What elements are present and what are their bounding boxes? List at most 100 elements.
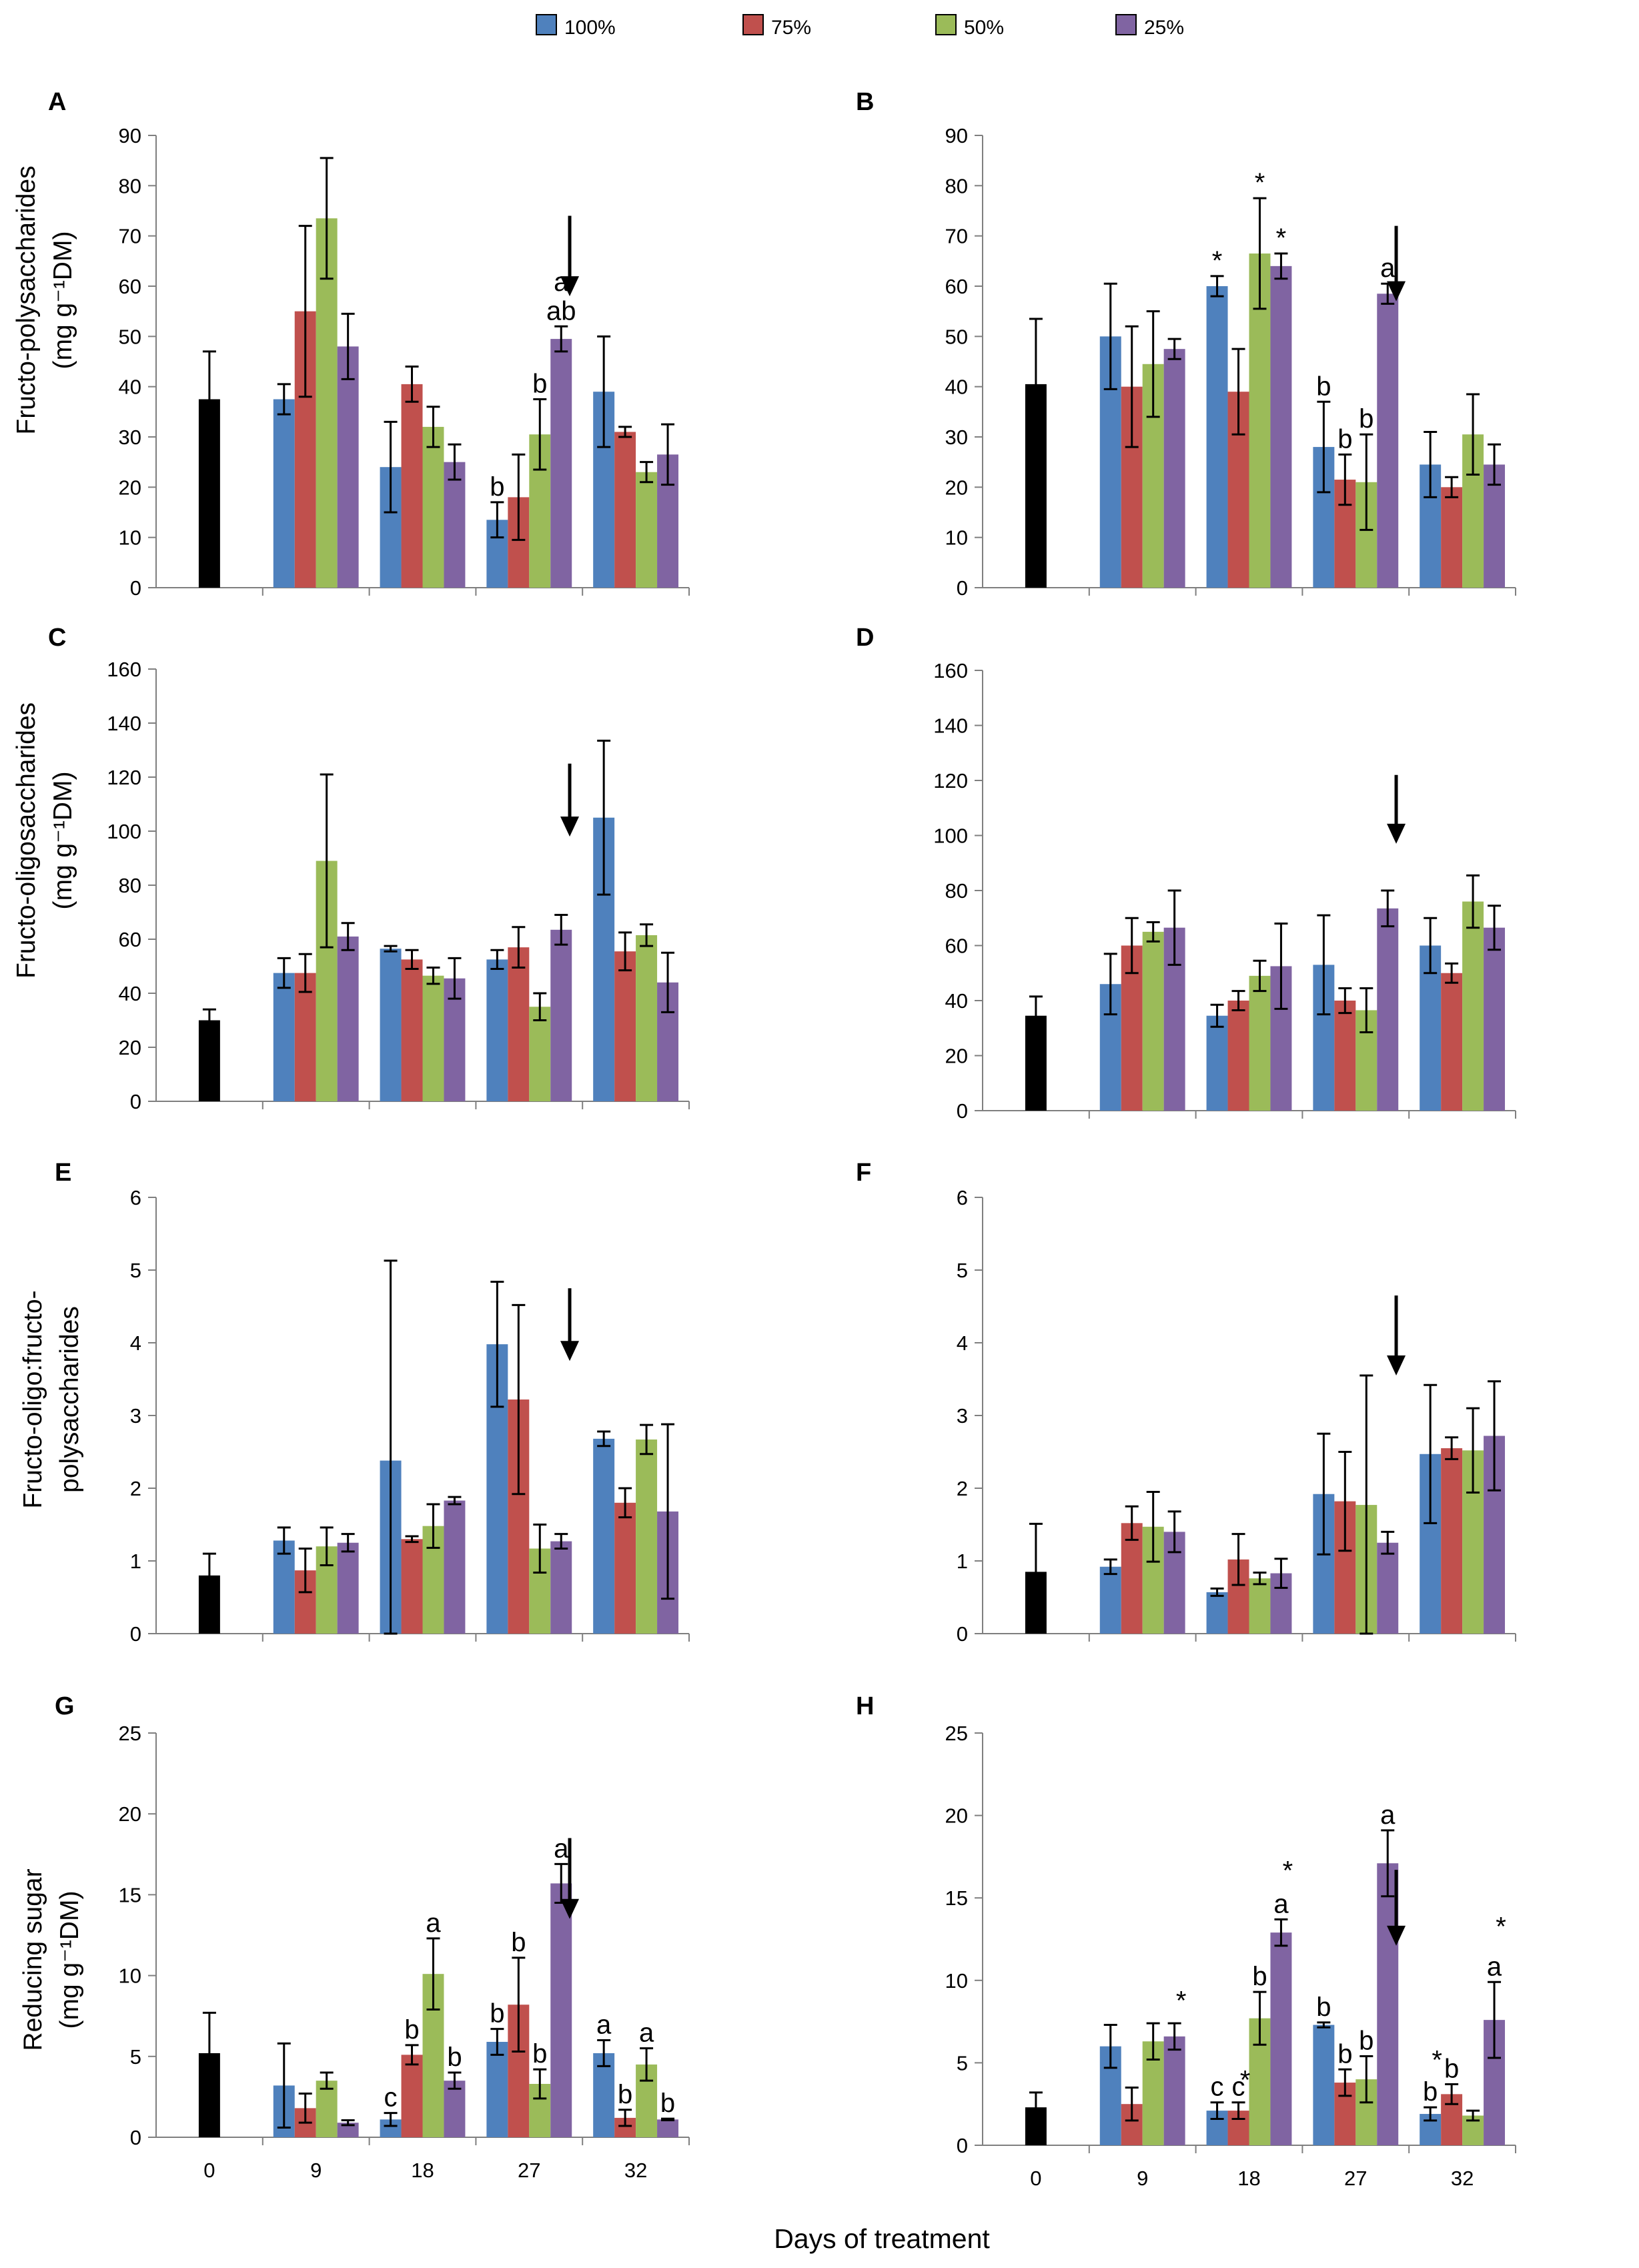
panel-label: D (856, 624, 874, 652)
x-tick-label: 27 (518, 2159, 540, 2182)
bar-25pct-day-27 (550, 929, 572, 1101)
bar-25pct-day-18 (444, 462, 466, 588)
y-tick-label: 1 (957, 1550, 968, 1573)
bar-100pct-day-9 (273, 399, 295, 588)
significance-label: * (1212, 246, 1223, 275)
chart-panel-f: F 0 1 2 3 4 5 6 (856, 1159, 1516, 1646)
significance-label: b (511, 1928, 526, 1957)
arrow-head (1387, 1925, 1406, 1946)
bar-75pct-day-32 (1441, 973, 1463, 1111)
bar-25pct-day-9 (337, 2123, 359, 2137)
y-tick-label: 10 (119, 1964, 141, 1988)
bar-75pct-day-18 (401, 384, 423, 588)
bar-50pct-day-18 (1249, 1578, 1271, 1634)
bar-75pct-day-18 (401, 959, 423, 1101)
legend-label: 25% (1144, 17, 1184, 39)
y-tick-label: 10 (119, 526, 141, 550)
bar-50pct-day-9 (316, 2081, 338, 2137)
significance-label: * (1276, 223, 1287, 253)
bar-100pct-day-18 (380, 949, 402, 1101)
x-tick-label: 9 (1137, 2167, 1148, 2190)
significance-label: c (384, 2083, 398, 2113)
y-tick-label: 60 (119, 928, 141, 951)
y-tick-label: 30 (945, 426, 968, 449)
y-tick-label: 20 (119, 1802, 141, 1826)
significance-label: b (1444, 2055, 1459, 2084)
panel-label: C (48, 624, 66, 652)
significance-label: b (1359, 404, 1374, 434)
y-tick-label: 10 (945, 526, 968, 550)
y-tick-label: 30 (119, 426, 141, 449)
y-tick-label: 5 (130, 1259, 141, 1282)
bar-75pct-day-32 (614, 951, 636, 1101)
y-tick-label: 0 (130, 576, 141, 600)
bar-50pct-day-32 (636, 1439, 658, 1634)
y-tick-label: 160 (933, 659, 968, 682)
panel-label: H (856, 1692, 874, 1720)
arrow-head (560, 1341, 580, 1361)
panel-label: G (55, 1692, 75, 1720)
bar-25pct-day-9 (1163, 349, 1185, 588)
bar-100pct-day-32 (593, 2053, 615, 2137)
y-tick-label: 100 (107, 820, 141, 843)
y-tick-label: 5 (957, 1259, 968, 1282)
bar-75pct-day-27 (508, 947, 530, 1101)
y-tick-label: 15 (945, 1886, 968, 1910)
significance-label: * (1240, 2065, 1251, 2095)
bar-25pct-day-18 (1270, 1932, 1292, 2145)
y-tick-label: 15 (119, 1883, 141, 1906)
y-axis-label: (mg g⁻¹DM) (49, 231, 77, 370)
y-axis-label: (mg g⁻¹DM) (49, 772, 77, 910)
bar-25pct-day-9 (1163, 2036, 1185, 2145)
x-tick-label: 18 (1237, 2167, 1260, 2190)
legend-swatch (935, 14, 957, 35)
y-tick-label: 0 (130, 2126, 141, 2149)
significance-label: * (1255, 168, 1265, 197)
significance-label: * (1496, 1912, 1506, 1941)
panel-label: F (856, 1159, 871, 1187)
significance-label: b (660, 2089, 675, 2118)
y-tick-label: 70 (945, 225, 968, 248)
significance-label: * (1283, 1856, 1293, 1885)
legend-label: 100% (564, 17, 616, 39)
y-tick-label: 2 (130, 1477, 141, 1500)
y-tick-label: 80 (945, 879, 968, 903)
y-axis-label: Fructo-polysaccharides (12, 165, 41, 434)
significance-label: b (490, 472, 504, 502)
y-tick-label: 90 (119, 124, 141, 147)
significance-label: a (1273, 1889, 1289, 1918)
y-tick-label: 4 (130, 1331, 141, 1355)
bar-75pct-day-9 (294, 973, 316, 1101)
arrow-head (560, 276, 580, 297)
bar-50pct-day-27 (529, 1007, 551, 1101)
y-tick-label: 120 (933, 769, 968, 792)
significance-label: b (404, 2015, 419, 2045)
y-tick-label: 160 (107, 658, 141, 681)
bar-75pct-day-18 (1227, 1001, 1249, 1111)
y-tick-label: 25 (945, 1722, 968, 1745)
x-tick-label: 0 (1030, 2167, 1041, 2190)
y-tick-label: 5 (130, 2045, 141, 2069)
legend-label: 50% (964, 17, 1004, 39)
chart-panel-d: D 0 20 40 60 80 100 120 140 160 (856, 624, 1516, 1123)
bar-25pct-day-32 (1484, 927, 1506, 1111)
significance-label: b (1316, 372, 1331, 401)
y-tick-label: 90 (945, 124, 968, 147)
bar-25pct-day-9 (337, 1542, 359, 1634)
bar-100pct-day-18 (1206, 1015, 1228, 1111)
y-tick-label: 60 (945, 935, 968, 958)
y-tick-label: 70 (119, 225, 141, 248)
bar-50pct-day-32 (1462, 901, 1484, 1111)
bar-75pct-day-18 (401, 2055, 423, 2137)
y-tick-label: 0 (957, 1622, 968, 1646)
bar-100pct-day-27 (486, 959, 508, 1101)
y-tick-label: 6 (130, 1186, 141, 1209)
bar-25pct-day-27 (1377, 1542, 1399, 1634)
bar-25pct-day-27 (1377, 908, 1399, 1111)
chart-panel-e: E 0 1 2 3 4 5 6 (55, 1159, 690, 1646)
significance-label: b (1337, 2039, 1352, 2069)
y-tick-label: 20 (945, 476, 968, 499)
y-tick-label: 0 (130, 1622, 141, 1646)
